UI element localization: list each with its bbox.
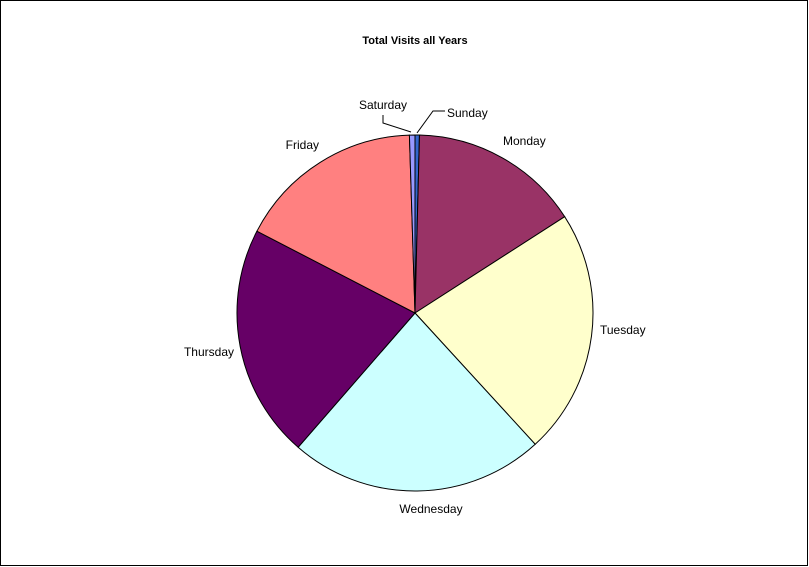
- pie-slice-tuesday: [414, 215, 594, 445]
- slice-label-thursday: Thursday: [184, 345, 234, 359]
- pie-slices: [236, 134, 594, 492]
- slice-label-sunday: Sunday: [447, 106, 488, 120]
- slice-label-monday: Monday: [503, 134, 546, 148]
- leader-line-sunday: [416, 110, 445, 134]
- pie-slice-monday: [414, 134, 566, 314]
- pie-slice-wednesday: [297, 312, 536, 492]
- chart-title: Total Visits all Years: [362, 35, 467, 47]
- leader-line-saturday: [382, 115, 412, 133]
- pie-slice-friday: [256, 134, 416, 314]
- leader-lines: [382, 110, 445, 134]
- pie-slice-saturday: [408, 134, 416, 314]
- slice-label-saturday: Saturday: [359, 98, 407, 112]
- pie-slice-thursday: [236, 230, 416, 448]
- slice-labels: Sunday Monday Tuesday Wednesday Thursday Frid…: [184, 98, 646, 516]
- slice-label-friday: Friday: [286, 138, 319, 152]
- slice-label-tuesday: Tuesday: [600, 323, 646, 337]
- slice-label-wednesday: Wednesday: [399, 502, 462, 516]
